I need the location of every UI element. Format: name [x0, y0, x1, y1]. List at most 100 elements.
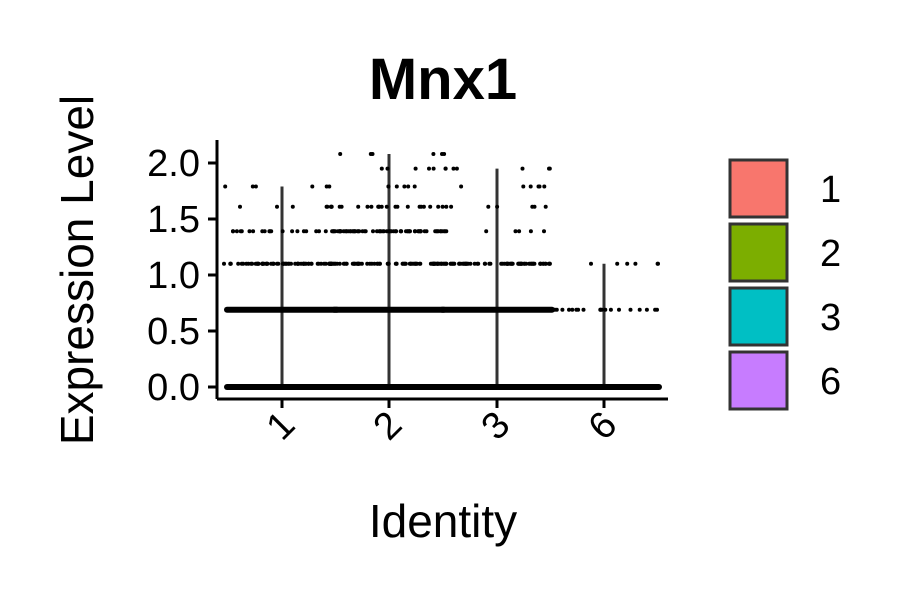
data-point [306, 261, 311, 266]
data-point [576, 307, 581, 312]
data-point [250, 184, 255, 189]
data-point [427, 166, 431, 171]
data-point [443, 166, 448, 171]
data-point [275, 261, 280, 266]
data-point [615, 261, 620, 266]
point-band [546, 384, 662, 390]
data-point [329, 204, 334, 209]
data-point [377, 229, 382, 234]
data-point [608, 307, 613, 312]
data-point [403, 261, 408, 266]
group-3 [437, 166, 555, 390]
legend-swatch [728, 350, 789, 411]
data-point [442, 152, 447, 156]
data-point [301, 261, 306, 266]
data-point [333, 261, 338, 266]
data-point [422, 229, 427, 234]
group-6 [546, 261, 662, 390]
data-point [353, 229, 358, 234]
data-point [395, 204, 400, 209]
data-point [290, 229, 295, 234]
data-point [384, 204, 389, 209]
data-point [536, 184, 541, 189]
data-point [322, 261, 327, 266]
data-point [442, 261, 447, 266]
data-point [433, 229, 438, 234]
data-point [344, 261, 349, 266]
data-point [330, 229, 335, 234]
data-point [408, 261, 413, 266]
data-point [454, 166, 459, 171]
data-point [589, 261, 593, 266]
legend-label: 2 [820, 233, 841, 275]
data-point [567, 307, 571, 312]
data-point [625, 261, 630, 266]
data-point [404, 229, 408, 234]
data-point [391, 229, 396, 234]
data-point [315, 261, 320, 266]
data-point [384, 229, 389, 234]
data-point [371, 229, 375, 234]
point-band [331, 384, 447, 390]
data-point [338, 229, 343, 234]
data-point [603, 307, 608, 312]
data-point [356, 261, 361, 266]
data-point [444, 204, 449, 209]
data-point [228, 261, 233, 266]
data-point [317, 229, 321, 234]
data-point [487, 261, 492, 266]
data-point [405, 204, 410, 209]
data-point [421, 204, 426, 209]
data-point [464, 261, 469, 266]
data-point [570, 307, 575, 312]
data-point [449, 204, 454, 209]
data-point [436, 204, 441, 209]
data-point [554, 307, 559, 312]
data-point [269, 229, 274, 234]
data-point [413, 166, 418, 171]
data-point [521, 184, 526, 189]
data-point [510, 261, 514, 266]
data-point [244, 261, 249, 266]
data-point [451, 166, 456, 171]
data-point [365, 204, 370, 209]
data-point [325, 204, 330, 209]
data-point [365, 261, 370, 266]
data-point [532, 204, 537, 209]
data-point [304, 229, 309, 234]
x-tick-label: 2 [366, 404, 411, 449]
data-point [310, 184, 315, 189]
x-tick-label: 3 [474, 404, 519, 449]
data-point [413, 229, 417, 234]
data-point [299, 261, 304, 266]
data-point [475, 261, 480, 266]
data-point [238, 229, 243, 234]
data-point [644, 307, 649, 312]
data-point [655, 307, 659, 312]
data-point [249, 261, 254, 266]
chart-title: Mnx1 [369, 47, 517, 112]
data-point [388, 229, 392, 234]
data-point [333, 229, 338, 234]
x-axis-title: Identity [369, 495, 517, 547]
data-point [483, 261, 488, 266]
data-point [323, 229, 328, 234]
plot-area [222, 152, 662, 390]
data-point [231, 229, 235, 234]
data-point [543, 204, 548, 209]
data-point [222, 261, 226, 266]
data-point [517, 229, 522, 234]
data-point [431, 166, 436, 171]
data-point [280, 229, 285, 234]
data-point [541, 261, 546, 266]
data-point [457, 261, 462, 266]
data-point [500, 261, 505, 266]
data-point [430, 261, 435, 266]
group-1 [222, 184, 342, 390]
legend-swatch [728, 286, 789, 347]
data-point [338, 152, 343, 156]
data-point [418, 229, 423, 234]
data-point [368, 152, 373, 156]
data-point [528, 229, 533, 234]
